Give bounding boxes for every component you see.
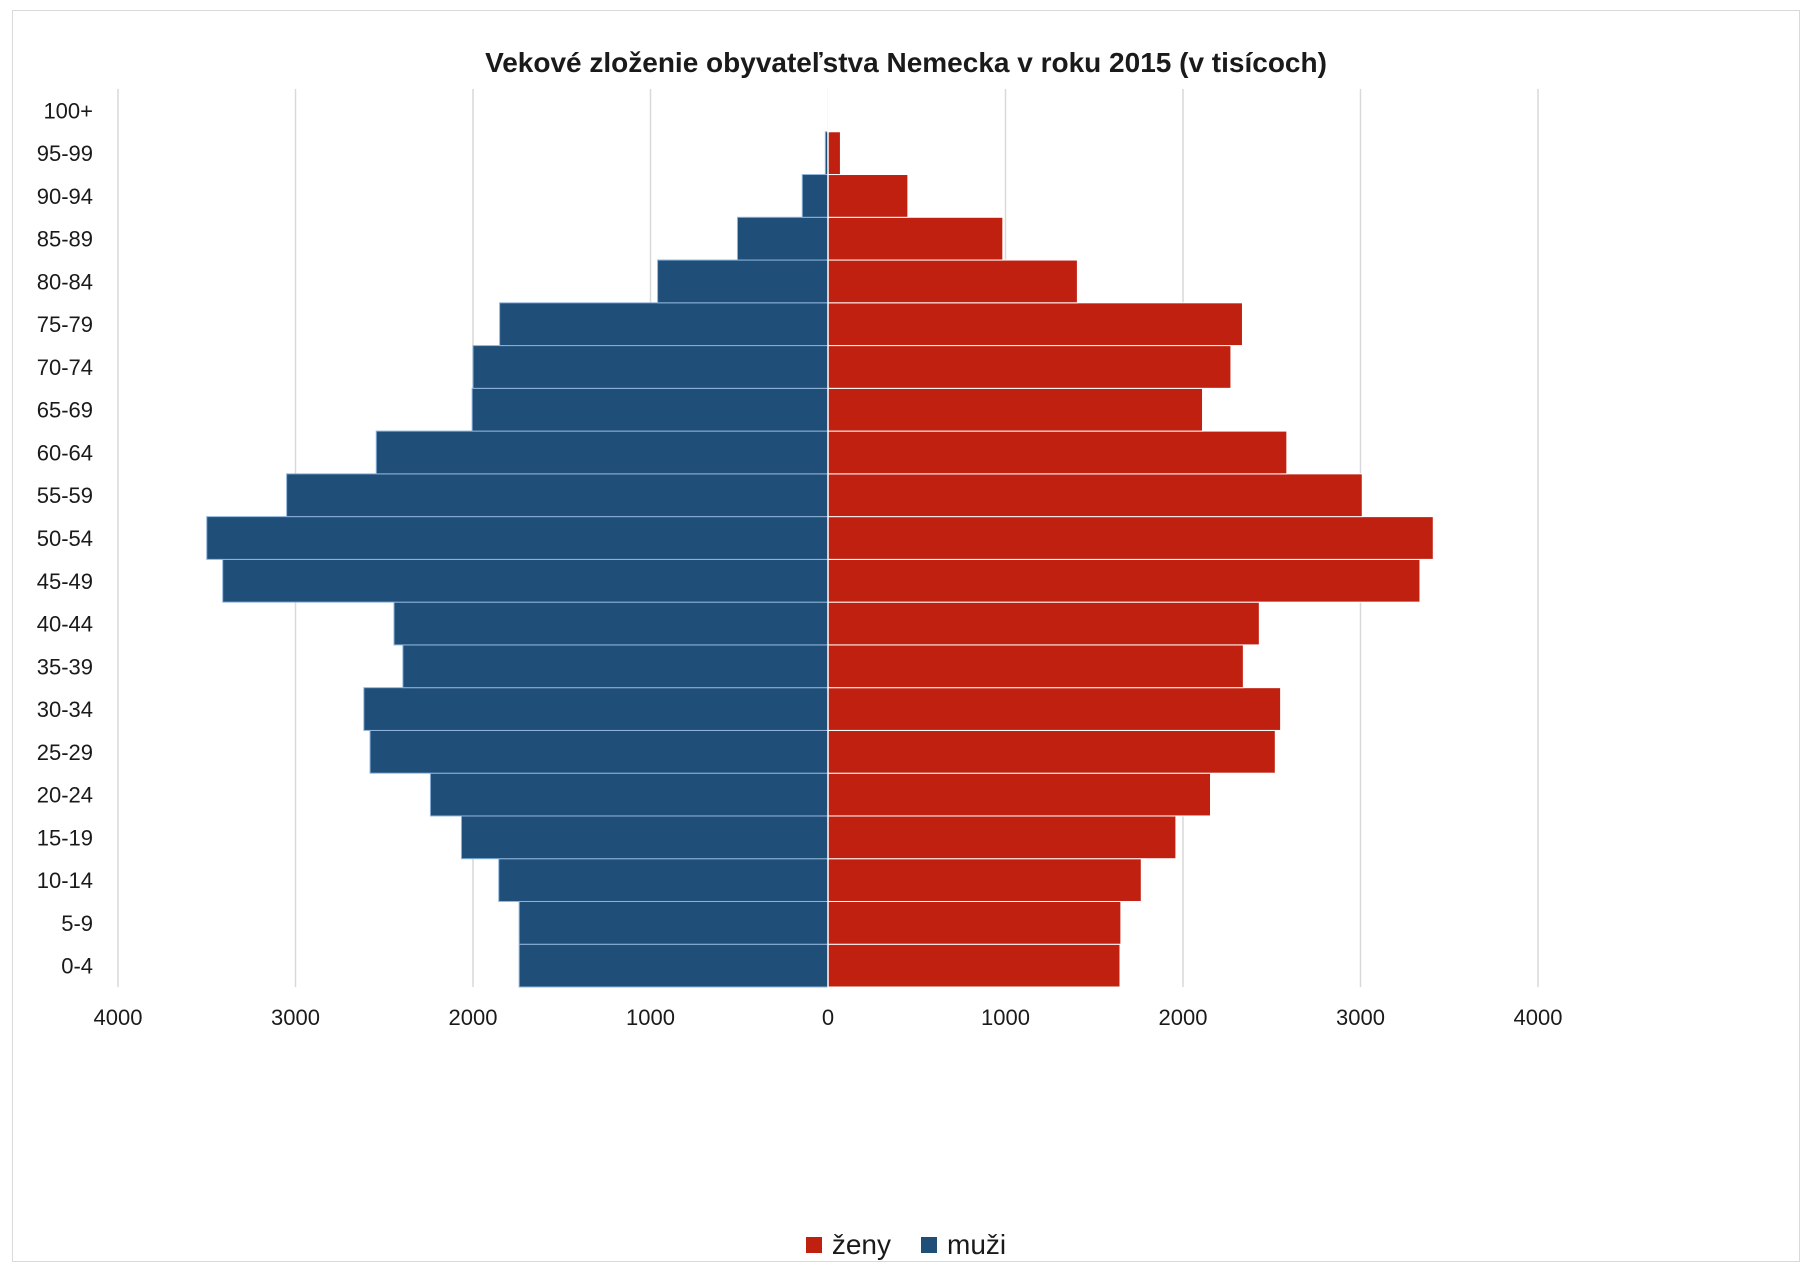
bar-muzi-0-4 [518, 943, 829, 988]
bar-zeny-35-39 [827, 644, 1244, 689]
y-tick-label: 50-54 [37, 526, 93, 551]
bar-muzi-5-9 [518, 900, 829, 945]
y-tick-label: 65-69 [37, 398, 93, 423]
bar-muzi-20-24 [429, 772, 829, 817]
bar-zeny-30-34 [827, 687, 1282, 731]
x-tick-label: 4000 [94, 1005, 143, 1030]
bar-muzi-55-59 [286, 473, 829, 518]
x-tick-label: 2000 [449, 1005, 498, 1030]
bar-muzi-80-84 [657, 259, 829, 304]
bar-muzi-90-94 [801, 174, 829, 218]
bar-zeny-10-14 [827, 858, 1142, 902]
bar-zeny-45-49 [827, 558, 1421, 603]
bar-zeny-55-59 [827, 473, 1363, 518]
y-tick-label: 0-4 [61, 954, 93, 979]
chart-title: Vekové zloženie obyvateľstva Nemecka v r… [485, 47, 1327, 78]
bar-zeny-80-84 [827, 259, 1078, 304]
bar-zeny-15-19 [827, 815, 1177, 860]
bar-muzi-75-79 [499, 302, 829, 347]
y-tick-label: 75-79 [37, 312, 93, 337]
y-tick-label: 20-24 [37, 783, 93, 808]
bar-muzi-60-64 [375, 430, 829, 475]
x-tick-label: 2000 [1159, 1005, 1208, 1030]
bar-muzi-45-49 [222, 558, 829, 603]
x-tick-label: 0 [822, 1005, 834, 1030]
x-tick-label: 1000 [626, 1005, 675, 1030]
legend-item-muzi: muži [921, 1229, 1006, 1261]
bar-muzi-50-54 [206, 516, 829, 560]
bar-muzi-70-74 [472, 345, 829, 389]
bar-zeny-25-29 [827, 729, 1276, 774]
bar-zeny-60-64 [827, 430, 1288, 475]
bar-muzi-15-19 [460, 815, 829, 860]
population-pyramid-plot: 0-4 5-9 10-14 15-19 20-24 25-29 30-34 35-39 40-4… [37, 88, 1563, 1030]
y-tick-label: 25-29 [37, 740, 93, 765]
x-tick-label: 3000 [271, 1005, 320, 1030]
y-tick-label: 95-99 [37, 141, 93, 166]
legend-item-zeny: ženy [805, 1229, 892, 1261]
y-tick-label: 55-59 [37, 483, 93, 508]
bar-zeny-90-94 [827, 174, 909, 218]
legend-label-muzi: muži [947, 1229, 1007, 1260]
y-tick-label: 40-44 [37, 612, 93, 637]
bar-zeny-40-44 [827, 601, 1260, 646]
y-tick-label: 85-89 [37, 227, 93, 252]
bar-muzi-85-89 [736, 216, 829, 261]
bar-muzi-40-44 [393, 601, 829, 646]
x-tick-label: 3000 [1336, 1005, 1385, 1030]
bar-zeny-50-54 [827, 516, 1434, 560]
bar-zeny-65-69 [827, 387, 1204, 432]
y-tick-label: 10-14 [37, 868, 93, 893]
y-tick-label: 70-74 [37, 355, 93, 380]
bar-zeny-70-74 [827, 345, 1232, 389]
x-tick-label: 1000 [981, 1005, 1030, 1030]
legend: ženy muži [13, 1229, 1799, 1261]
y-tick-label: 5-9 [61, 911, 93, 936]
bar-muzi-25-29 [369, 729, 829, 774]
legend-swatch-muzi [921, 1237, 938, 1253]
y-tick-label: 100+ [43, 98, 93, 123]
bar-zeny-0-4 [827, 943, 1121, 988]
legend-swatch-zeny [805, 1237, 822, 1253]
y-tick-label: 90-94 [37, 184, 93, 209]
chart-frame: Vekové zloženie obyvateľstva Nemecka v r… [12, 10, 1800, 1262]
y-tick-label: 60-64 [37, 440, 93, 465]
y-tick-label: 30-34 [37, 697, 93, 722]
bar-zeny-95-99 [827, 131, 841, 176]
bar-zeny-75-79 [827, 302, 1243, 347]
legend-label-zeny: ženy [831, 1229, 892, 1260]
bar-muzi-30-34 [363, 687, 829, 731]
bar-muzi-10-14 [498, 858, 829, 902]
y-tick-label: 35-39 [37, 654, 93, 679]
y-tick-label: 15-19 [37, 825, 93, 850]
y-tick-label: 45-49 [37, 569, 93, 594]
bar-muzi-65-69 [471, 387, 829, 432]
y-tick-label: 80-84 [37, 269, 93, 294]
x-tick-label: 4000 [1514, 1005, 1563, 1030]
bar-muzi-35-39 [402, 644, 829, 689]
bar-zeny-5-9 [827, 900, 1122, 945]
bar-zeny-20-24 [827, 772, 1212, 817]
bar-zeny-85-89 [827, 216, 1004, 261]
